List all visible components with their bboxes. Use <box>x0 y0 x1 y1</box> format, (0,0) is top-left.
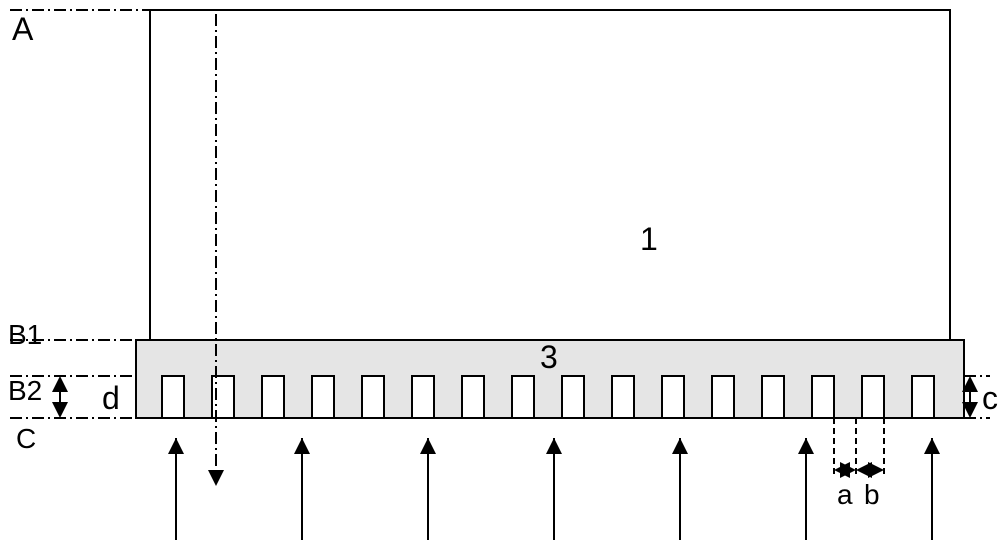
slot <box>312 376 334 418</box>
label-C: C <box>16 423 36 454</box>
slot <box>912 376 934 418</box>
label-A: A <box>12 11 34 47</box>
label-region-1: 1 <box>640 221 658 257</box>
figure-container: { "figure": { "type": "cross-section-dia… <box>0 0 1000 556</box>
label-b: b <box>864 479 880 510</box>
slot <box>612 376 634 418</box>
arrowhead <box>924 438 940 454</box>
label-region-3: 3 <box>540 339 558 375</box>
slot <box>262 376 284 418</box>
slot <box>362 376 384 418</box>
label-a: a <box>837 479 853 510</box>
arrowhead <box>798 438 814 454</box>
slot <box>762 376 784 418</box>
diagram-svg: 1 3 A B1 B2 Cd c ab <box>0 0 1000 556</box>
slot <box>562 376 584 418</box>
arrowhead <box>420 438 436 454</box>
label-B1: B1 <box>8 319 42 350</box>
arrowhead <box>294 438 310 454</box>
arrowhead <box>868 462 884 478</box>
slot <box>512 376 534 418</box>
arrowhead <box>52 402 68 418</box>
slot <box>662 376 684 418</box>
slot <box>462 376 484 418</box>
arrowhead <box>546 438 562 454</box>
arrowhead <box>208 470 224 486</box>
slot <box>812 376 834 418</box>
label-B2: B2 <box>8 375 42 406</box>
slot <box>862 376 884 418</box>
label-d: d <box>102 380 120 416</box>
arrowhead <box>52 376 68 392</box>
arrowhead <box>672 438 688 454</box>
slot <box>712 376 734 418</box>
label-c: c <box>982 380 998 416</box>
slot <box>162 376 184 418</box>
region-1 <box>150 10 950 340</box>
slot <box>412 376 434 418</box>
arrowhead <box>168 438 184 454</box>
